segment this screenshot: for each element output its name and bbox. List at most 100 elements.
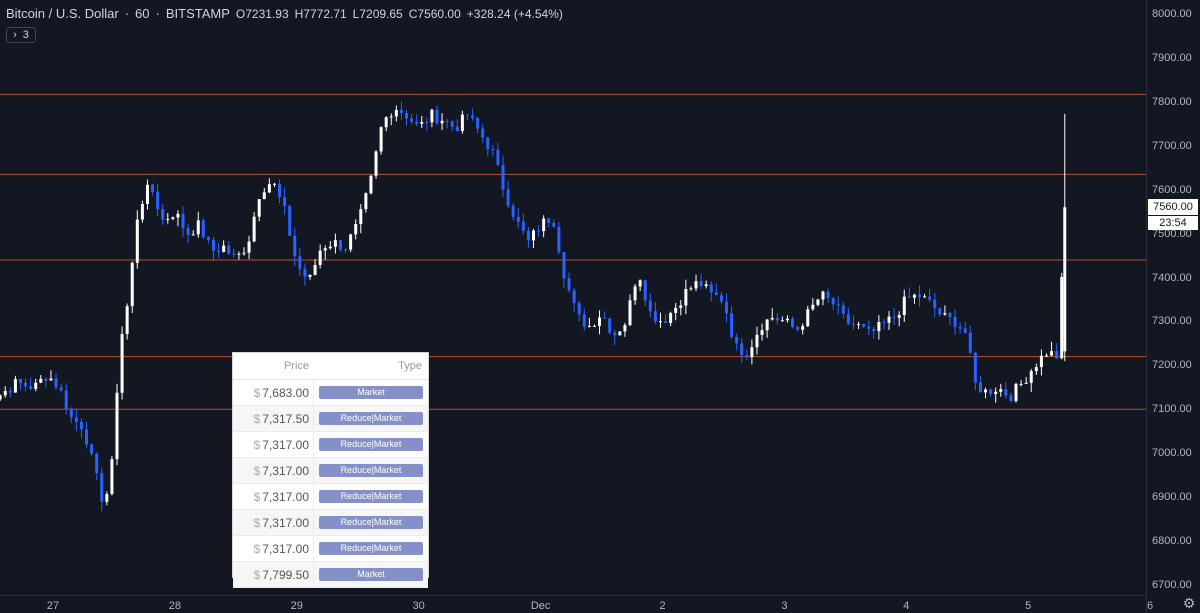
order-type-cell: Reduce|Market [314,438,428,451]
candle-down [79,421,83,430]
interval-label[interactable]: 60 [135,6,150,21]
candle-down [29,386,33,390]
candle-up [887,316,891,323]
indicators-collapse-button[interactable]: › 3 [6,27,36,43]
candle-down [59,387,63,391]
candle-up [623,325,627,332]
candle-down [486,137,490,149]
time-tick-label: 2 [659,600,666,612]
price-tick-label: 7900.00 [1152,51,1192,64]
candle-down [156,191,160,210]
candle-down [775,317,779,321]
candle-down [425,121,429,123]
candle-up [242,252,246,254]
chevron-right-icon: › [13,29,17,41]
candle-down [933,299,937,309]
candle-down [1009,395,1013,401]
candle-up [130,262,134,307]
candle-up [755,334,759,348]
gear-icon[interactable]: ⚙ [1182,595,1196,611]
candle-up [49,378,53,381]
candle-down [415,121,419,124]
candle-down [506,189,510,206]
currency-symbol: $ [253,567,261,582]
currency-symbol: $ [253,515,261,530]
candle-down [653,311,657,322]
currency-symbol: $ [253,437,261,452]
symbol-name[interactable]: Bitcoin / U.S. Dollar [6,6,119,21]
order-type-cell: Reduce|Market [314,412,428,425]
candle-up [618,331,622,336]
candle-up [877,322,881,332]
candle-down [557,226,561,252]
candle-down [643,280,647,301]
candle-up [694,281,698,289]
candle-down [338,240,342,250]
candle-up [669,312,673,323]
candle-up [984,389,988,393]
order-table: Price Type $7,683.00 Market $7,317.50 Reduc… [232,352,429,588]
price-tick-label: 7200.00 [1152,359,1192,372]
candle-up [420,121,424,124]
candle-up [750,347,754,358]
order-type-button[interactable]: Reduce|Market [319,412,423,425]
candle-up [638,280,642,287]
order-price: $7,317.00 [233,432,314,457]
candle-up [857,324,861,326]
candle-down [547,218,551,224]
candle-up [1029,371,1033,383]
candle-down [278,183,282,198]
candle-down [481,128,485,138]
candle-down [907,296,911,298]
order-type-button[interactable]: Reduce|Market [319,516,423,529]
candle-up [801,326,805,330]
order-type-cell: Reduce|Market [314,516,428,529]
order-type-button[interactable]: Reduce|Market [319,490,423,503]
candle-down [399,109,403,114]
candle-up [237,253,241,255]
candle-up [145,184,149,204]
candle-up [592,325,596,327]
price-tick-label: 7300.00 [1152,315,1192,328]
candle-up [912,294,916,298]
order-price: $7,317.00 [233,510,314,535]
time-axis-border [0,595,1146,596]
candle-up [531,230,535,241]
order-type-button[interactable]: Reduce|Market [319,464,423,477]
order-type-cell: Reduce|Market [314,490,428,503]
order-type-button[interactable]: Market [319,568,423,581]
candle-up [379,127,383,152]
candle-up [105,493,109,502]
candle-down [201,220,205,237]
candle-up [222,245,226,252]
order-row: $7,317.00 Reduce|Market [233,458,428,484]
candle-down [69,409,73,418]
order-type-button[interactable]: Reduce|Market [319,542,423,555]
order-price: $7,799.50 [233,562,314,587]
candle-down [1055,351,1059,359]
order-type-button[interactable]: Market [319,386,423,399]
candle-down [973,352,977,383]
order-price-value: 7,317.00 [262,437,309,452]
candle-down [968,332,972,353]
candle-down [948,313,952,317]
candle-down [714,292,718,296]
order-type-button[interactable]: Reduce|Market [319,438,423,451]
candle-down [74,417,78,422]
candle-down [862,324,866,327]
price-axis-border [1146,0,1147,613]
order-type-cell: Market [314,386,428,399]
close-value: C7560.00 [408,7,461,21]
candle-up [374,151,378,176]
candle-down [405,113,409,119]
time-tick-label: 29 [290,600,303,612]
candle-up [806,309,810,327]
candle-down [730,313,734,337]
candle-down [567,278,571,291]
price-tick-label: 6800.00 [1152,535,1192,548]
candle-up [460,114,464,132]
candle-up [333,240,337,247]
candle-up [196,220,200,235]
candlestick-chart[interactable] [0,0,1146,595]
